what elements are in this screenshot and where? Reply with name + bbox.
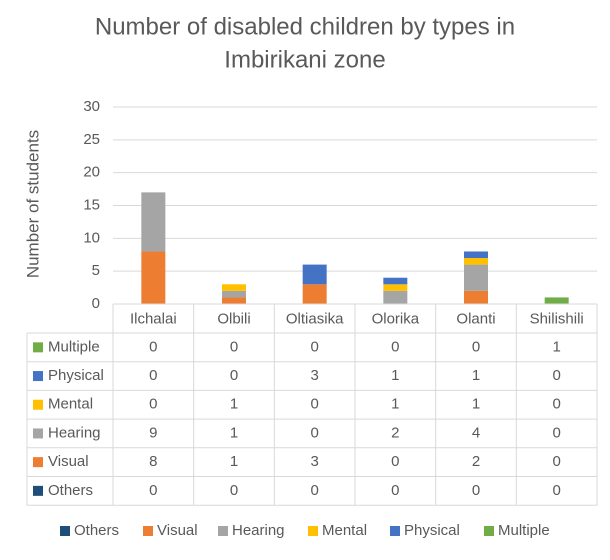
y-tick-label: 25 xyxy=(83,131,100,148)
bar-segment-visual xyxy=(302,284,327,304)
bar-segment-visual xyxy=(141,251,166,304)
legend-item-others: Others xyxy=(60,522,119,539)
y-tick-label: 10 xyxy=(83,229,100,246)
y-tick-label: 20 xyxy=(83,164,100,181)
bar-segment-hearing xyxy=(383,290,408,304)
table-cell-value: 1 xyxy=(230,453,238,470)
table-cell-value: 1 xyxy=(230,424,238,441)
chart-title-line: Number of disabled children by types in xyxy=(95,13,515,40)
y-tick-label: 15 xyxy=(83,196,100,213)
table-cell-value: 0 xyxy=(149,396,157,413)
table-row-label: Others xyxy=(48,482,93,499)
table-cell-value: 0 xyxy=(310,424,318,441)
bar-segment-visual xyxy=(464,290,488,304)
category-label: Olbili xyxy=(217,310,250,327)
table-cell-value: 0 xyxy=(472,482,480,499)
legend-label: Mental xyxy=(322,522,367,539)
bar-segment-physical xyxy=(464,251,488,259)
bar-segment-hearing xyxy=(141,192,166,252)
table-cell-value: 1 xyxy=(391,367,399,384)
bar-segment-hearing xyxy=(222,290,246,298)
table-cell-value: 1 xyxy=(391,396,399,413)
bar-segment-mental xyxy=(464,258,488,265)
table-cell-value: 1 xyxy=(472,396,480,413)
table-cell-value: 0 xyxy=(552,453,560,470)
table-cell-value: 1 xyxy=(552,338,560,355)
table-cell-value: 0 xyxy=(391,482,399,499)
table-legend-key-physical xyxy=(33,371,43,382)
bar-segment-hearing xyxy=(464,264,488,291)
table-row-label: Hearing xyxy=(48,424,101,441)
table-cell-value: 0 xyxy=(149,367,157,384)
table-cell-value: 3 xyxy=(310,367,318,384)
legend-swatch xyxy=(60,526,70,536)
table-legend-key-mental xyxy=(33,399,43,410)
category-label: Ilchalai xyxy=(130,310,177,327)
category-label: Olanti xyxy=(456,310,495,327)
table-cell-value: 2 xyxy=(472,453,480,470)
legend-item-mental: Mental xyxy=(308,522,367,539)
legend-label: Visual xyxy=(157,522,198,539)
legend-swatch xyxy=(308,526,318,536)
table-cell-value: 0 xyxy=(230,482,238,499)
category-label: Olorika xyxy=(372,310,420,327)
table-cell-value: 3 xyxy=(310,453,318,470)
table-legend-key-hearing xyxy=(33,428,43,439)
legend-item-physical: Physical xyxy=(390,522,460,539)
legend-label: Others xyxy=(74,522,119,539)
bar-segment-mental xyxy=(222,284,246,291)
table-cell-value: 2 xyxy=(391,424,399,441)
table-cell-value: 0 xyxy=(552,424,560,441)
table-cell-value: 0 xyxy=(472,338,480,355)
table-row-label: Physical xyxy=(48,367,104,384)
y-tick-label: 30 xyxy=(83,98,100,115)
y-tick-label: 0 xyxy=(92,295,100,312)
legend-item-hearing: Hearing xyxy=(218,522,285,539)
legend-swatch xyxy=(484,526,494,536)
table-cell-value: 0 xyxy=(149,338,157,355)
category-label: Oltiasika xyxy=(286,310,344,327)
bar-segment-visual xyxy=(222,297,246,304)
table-cell-value: 0 xyxy=(310,396,318,413)
table-cell-value: 4 xyxy=(472,424,480,441)
table-cell-value: 8 xyxy=(149,453,157,470)
table-cell-value: 1 xyxy=(230,396,238,413)
legend-swatch xyxy=(390,526,400,536)
table-cell-value: 9 xyxy=(149,424,157,441)
table-legend-key-visual xyxy=(33,457,43,468)
legend-label: Hearing xyxy=(232,522,285,539)
legend-item-multiple: Multiple xyxy=(484,522,550,539)
table-cell-value: 0 xyxy=(230,367,238,384)
y-axis-label: Number of students xyxy=(23,130,42,278)
table-legend-key-multiple xyxy=(33,342,43,353)
table-legend-key-others xyxy=(33,485,43,496)
table-cell-value: 0 xyxy=(310,482,318,499)
table-cell-value: 0 xyxy=(149,482,157,499)
legend-item-visual: Visual xyxy=(143,522,198,539)
legend-label: Physical xyxy=(404,522,460,539)
table-cell-value: 0 xyxy=(391,453,399,470)
bar-segment-multiple xyxy=(544,297,569,304)
bar-segment-physical xyxy=(383,277,408,285)
table-row-label: Multiple xyxy=(48,338,100,355)
y-tick-label: 5 xyxy=(92,262,100,279)
category-label: Shilishili xyxy=(530,310,584,327)
chart-title-line: Imbirikani zone xyxy=(224,46,385,73)
table-cell-value: 1 xyxy=(472,367,480,384)
legend-swatch xyxy=(143,526,153,536)
table-cell-value: 0 xyxy=(310,338,318,355)
bar-segment-physical xyxy=(302,264,327,285)
table-cell-value: 0 xyxy=(391,338,399,355)
table-cell-value: 0 xyxy=(230,338,238,355)
chart-title: Number of disabled children by types in I… xyxy=(95,13,515,73)
table-cell-value: 0 xyxy=(552,396,560,413)
table-row-label: Visual xyxy=(48,453,89,470)
legend-label: Multiple xyxy=(498,522,550,539)
table-row-label: Mental xyxy=(48,396,93,413)
legend-swatch xyxy=(218,526,228,536)
bar-segment-mental xyxy=(383,284,408,291)
table-cell-value: 0 xyxy=(552,482,560,499)
table-cell-value: 0 xyxy=(552,367,560,384)
